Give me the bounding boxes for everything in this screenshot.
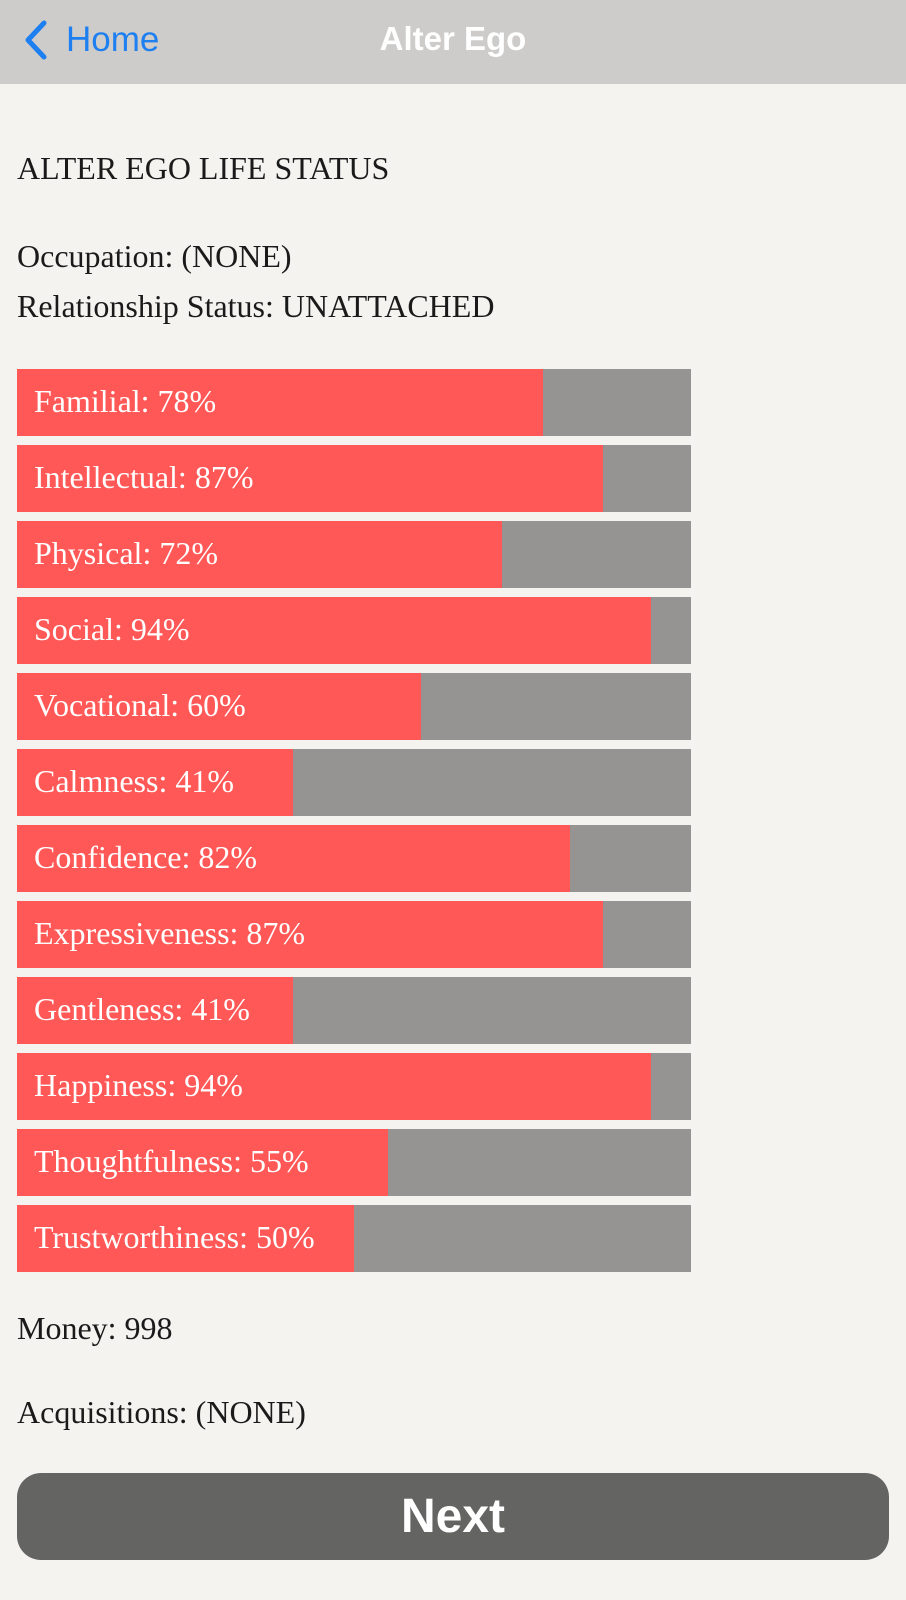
stat-bar-fill (17, 1129, 388, 1196)
status-heading: ALTER EGO LIFE STATUS (17, 150, 390, 186)
stat-bar-social: Social: 94% (17, 597, 691, 664)
next-button[interactable]: Next (17, 1473, 889, 1560)
chevron-left-icon (25, 20, 47, 60)
back-button[interactable]: Home (22, 12, 159, 68)
stat-bar-label: Happiness: 94% (34, 1067, 243, 1103)
acquisitions-text: Acquisitions: (NONE) (17, 1394, 306, 1430)
stat-bar-fill (17, 1053, 651, 1120)
stat-bar-intellectual: Intellectual: 87% (17, 445, 691, 512)
stat-bar-fill (17, 445, 604, 512)
stat-bar-label: Expressiveness: 87% (34, 915, 306, 951)
stat-bar-physical: Physical: 72% (17, 521, 691, 588)
stat-bars: Familial: 78% Intellectual: 87% Physical… (17, 369, 691, 1281)
stat-bar-label: Calmness: 41% (34, 763, 234, 799)
stat-bar-label: Intellectual: 87% (34, 459, 254, 495)
stat-bar-fill (17, 521, 503, 588)
stat-bar-happiness: Happiness: 94% (17, 1053, 691, 1120)
stat-bar-confidence: Confidence: 82% (17, 825, 691, 892)
stat-bar-thoughtfulness: Thoughtfulness: 55% (17, 1129, 691, 1196)
stat-bar-vocational: Vocational: 60% (17, 673, 691, 740)
relationship-status-text: Relationship Status: UNATTACHED (17, 288, 495, 324)
occupation-text: Occupation: (NONE) (17, 238, 292, 274)
stat-bar-label: Familial: 78% (34, 383, 217, 419)
page-title: Alter Ego (379, 20, 527, 57)
stat-bar-label: Vocational: 60% (34, 687, 246, 723)
stat-bar-fill (17, 369, 543, 436)
stat-bar-label: Gentleness: 41% (34, 991, 250, 1027)
nav-bar: Home Alter Ego (0, 0, 906, 84)
stat-bar-fill (17, 977, 294, 1044)
back-button-label: Home (66, 20, 160, 59)
stat-bar-fill (17, 1205, 354, 1272)
stat-bar-fill (17, 749, 294, 816)
stat-bar-label: Thoughtfulness: 55% (34, 1143, 309, 1179)
stat-bar-fill (17, 673, 422, 740)
stat-bar-label: Confidence: 82% (34, 839, 258, 875)
stat-bar-fill (17, 901, 604, 968)
stat-bar-familial: Familial: 78% (17, 369, 691, 436)
stat-bar-label: Physical: 72% (34, 535, 218, 571)
stat-bar-fill (17, 825, 570, 892)
stat-bar-label: Trustworthiness: 50% (34, 1219, 315, 1255)
stat-bar-calmness: Calmness: 41% (17, 749, 691, 816)
stat-bar-trustworthiness: Trustworthiness: 50% (17, 1205, 691, 1272)
stat-bar-fill (17, 597, 651, 664)
money-text: Money: 998 (17, 1310, 173, 1346)
stat-bar-gentleness: Gentleness: 41% (17, 977, 691, 1044)
stat-bar-expressiveness: Expressiveness: 87% (17, 901, 691, 968)
stat-bar-label: Social: 94% (34, 611, 190, 647)
